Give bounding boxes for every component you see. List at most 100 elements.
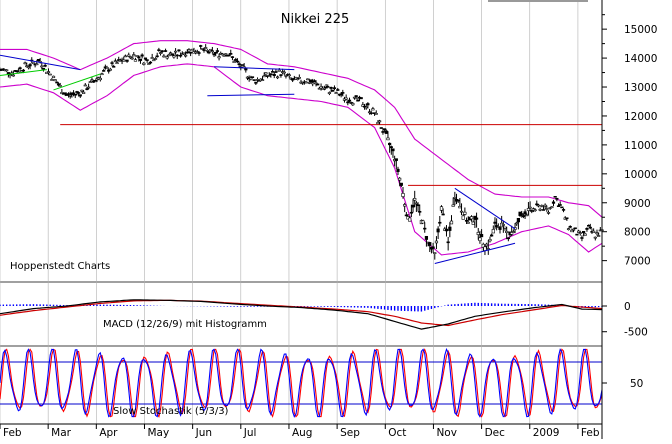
price-candle [28, 64, 32, 67]
price-candle [167, 54, 171, 57]
price-candle [215, 50, 219, 52]
trend-line [214, 66, 295, 71]
price-candle [200, 48, 204, 50]
price-tick-label: 11000 [624, 140, 657, 152]
price-candle [212, 53, 216, 56]
price-candle [306, 78, 310, 81]
price-candle [229, 53, 233, 55]
price-candle [55, 81, 59, 84]
price-candle [204, 47, 208, 49]
price-candle [441, 213, 445, 216]
price-candle [418, 211, 422, 213]
stochastic-d-line [0, 348, 603, 418]
price-candle [578, 232, 582, 234]
price-candle [451, 204, 455, 207]
price-candle [583, 233, 587, 236]
macd-tick-label: 0 [624, 301, 631, 313]
price-candle [515, 222, 519, 225]
price-candle [197, 52, 201, 54]
price-candle [68, 94, 72, 97]
axis-layer: 15000 14000 13000 12000 11000 10000 9000 8000 70… [0, 0, 657, 439]
price-candle [202, 49, 206, 51]
price-candle [356, 99, 360, 102]
price-candle [458, 205, 462, 209]
price-candle [157, 49, 161, 51]
price-candle [326, 86, 330, 88]
price-candle [162, 55, 166, 58]
price-candle [177, 49, 181, 52]
price-candle [112, 66, 116, 68]
price-candle [553, 196, 557, 198]
price-candle [540, 205, 544, 207]
price-candle [339, 93, 343, 96]
price-candle [252, 79, 256, 81]
price-candle [498, 227, 502, 230]
month-tick-label: Jun [195, 427, 212, 439]
price-candle [51, 75, 56, 79]
price-candle [322, 87, 327, 90]
price-candle [371, 108, 375, 111]
price-candle [50, 79, 54, 81]
price-candle [439, 206, 444, 211]
stochastic-k-line [0, 347, 603, 418]
price-candle [438, 221, 442, 224]
price-candle [388, 142, 392, 146]
price-candle [35, 63, 39, 66]
price-candle [413, 198, 417, 201]
price-candle [237, 63, 241, 65]
price-candle [143, 57, 148, 60]
price-candle [379, 127, 383, 129]
price-candle [108, 68, 112, 71]
price-candle [272, 73, 276, 76]
price-candle [595, 232, 599, 235]
price-candle [556, 205, 561, 207]
price-candle [521, 215, 526, 218]
price-candle [588, 226, 592, 229]
macd-panel [0, 299, 603, 330]
price-candle [453, 197, 457, 199]
price-candle [158, 52, 163, 54]
month-tick-label: Apr [99, 427, 118, 439]
price-candle [150, 57, 154, 59]
price-candle [408, 217, 412, 222]
price-candle [558, 204, 562, 206]
price-candle [76, 92, 81, 94]
price-candle [93, 79, 97, 82]
price-candle [394, 158, 398, 161]
price-candle [153, 58, 158, 60]
price-candle [8, 74, 12, 76]
price-candle [140, 54, 144, 57]
price-candle [550, 206, 554, 209]
price-candle [297, 77, 301, 79]
price-candle [105, 67, 109, 69]
trend-line [434, 242, 516, 265]
price-candle [6, 72, 10, 75]
price-candle [210, 50, 214, 53]
price-candle [170, 54, 174, 56]
price-candle [287, 74, 291, 77]
price-candle [403, 204, 407, 207]
price-candle [73, 93, 77, 96]
price-candle [275, 76, 280, 79]
price-candle [250, 76, 255, 78]
trend-line [207, 93, 295, 97]
price-candle [585, 228, 589, 230]
price-candle [463, 211, 467, 215]
price-candle [568, 226, 572, 228]
price-candle [5, 69, 9, 72]
price-candle [516, 217, 520, 223]
price-candle [254, 81, 258, 84]
price-candle [525, 214, 529, 217]
price-candle [270, 71, 275, 73]
price-candle [138, 58, 143, 61]
price-candle [469, 216, 474, 220]
price-candle [466, 221, 470, 224]
price-candle [383, 128, 387, 131]
price-candle [26, 66, 31, 69]
price-candle [98, 77, 102, 81]
month-tick-label: Sep [340, 427, 360, 439]
price-candle [336, 89, 340, 91]
price-candle [541, 209, 546, 211]
